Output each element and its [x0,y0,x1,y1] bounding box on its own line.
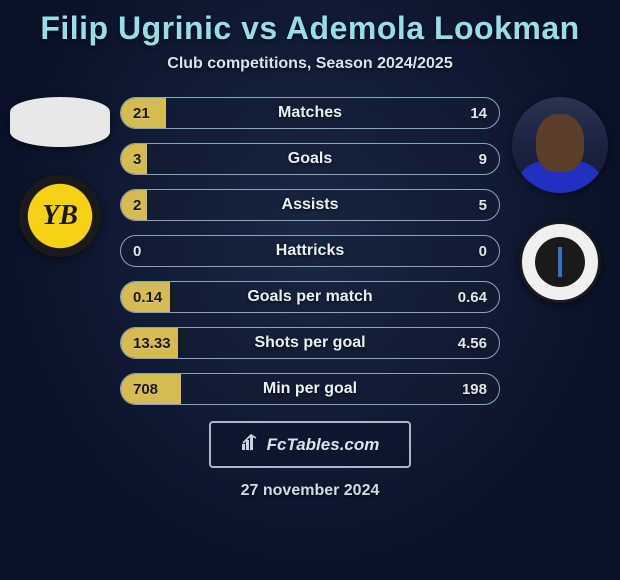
comparison-card: Filip Ugrinic vs Ademola Lookman Club co… [0,0,620,580]
page-title: Filip Ugrinic vs Ademola Lookman [40,10,579,47]
stat-value-left: 13.33 [133,335,171,352]
right-column [500,97,620,303]
stat-label: Goals [288,150,332,168]
stat-label: Assists [282,196,339,214]
stat-value-left: 21 [133,105,150,122]
club-badge-right-inner [535,237,585,287]
stat-bar: 708 Min per goal 198 [120,373,500,405]
club-badge-right-stripe [558,247,562,277]
stat-label: Matches [278,104,342,122]
stat-value-right: 0.64 [458,289,487,306]
club-badge-right [519,221,601,303]
footer-brand-text: FcTables.com [267,435,380,455]
stat-value-right: 0 [479,243,487,260]
stat-value-right: 5 [479,197,487,214]
player-left-avatar [10,97,110,147]
club-badge-left-monogram: YB [42,200,78,232]
stat-bar: 0.14 Goals per match 0.64 [120,281,500,313]
player-right-face [536,114,584,172]
stat-bar: 21 Matches 14 [120,97,500,129]
stats-column: 21 Matches 14 3 Goals 9 2 Assists 5 0 Hattricks 0 0.… [120,97,500,405]
stat-label: Min per goal [263,380,357,398]
stat-value-right: 9 [479,151,487,168]
stat-label: Goals per match [247,288,372,306]
stat-value-left: 3 [133,151,141,168]
stat-label: Shots per goal [254,334,365,352]
stat-value-left: 708 [133,381,158,398]
footer-brand-box: FcTables.com [209,421,412,468]
content-row: YB 21 Matches 14 3 Goals 9 2 Assists 5 0 Hattricks… [0,97,620,405]
footer-date: 27 november 2024 [241,482,380,500]
stat-bar: 2 Assists 5 [120,189,500,221]
stat-value-right: 14 [470,105,487,122]
player-right-avatar [512,97,608,193]
stat-label: Hattricks [276,242,344,260]
stat-value-left: 0.14 [133,289,162,306]
stat-bar: 3 Goals 9 [120,143,500,175]
club-badge-left: YB [19,175,101,257]
left-column: YB [0,97,120,257]
stat-value-left: 0 [133,243,141,260]
stat-value-left: 2 [133,197,141,214]
stat-value-right: 4.56 [458,335,487,352]
stat-bar: 13.33 Shots per goal 4.56 [120,327,500,359]
subtitle: Club competitions, Season 2024/2025 [167,55,452,73]
stat-value-right: 198 [462,381,487,398]
stat-bar: 0 Hattricks 0 [120,235,500,267]
chart-icon [241,433,261,456]
